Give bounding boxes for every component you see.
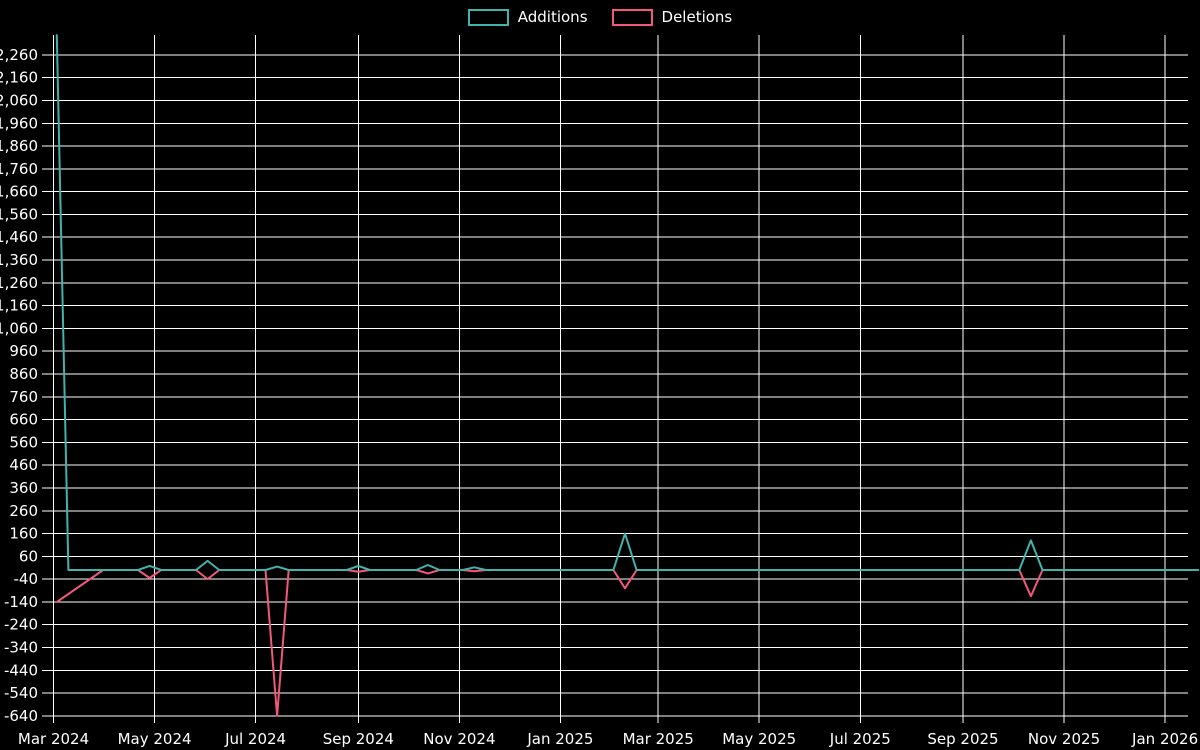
x-tick-label: Jan 2026 — [1131, 730, 1198, 748]
y-tick-label: -140 — [4, 593, 38, 611]
y-tick-label: 960 — [9, 342, 38, 360]
y-tick-label: -440 — [4, 661, 38, 679]
y-tick-label: 860 — [9, 365, 38, 383]
y-tick-label: 1,760 — [0, 160, 38, 178]
x-tick-label: Jul 2025 — [829, 730, 891, 748]
legend-label-additions: Additions — [517, 8, 588, 26]
y-tick-label: -340 — [4, 639, 38, 657]
x-tick-label: Mar 2024 — [18, 730, 89, 748]
y-tick-label: 60 — [19, 547, 38, 565]
y-tick-label: 1,860 — [0, 137, 38, 155]
y-tick-label: 260 — [9, 502, 38, 520]
y-tick-label: 1,460 — [0, 228, 38, 246]
y-tick-label: -540 — [4, 684, 38, 702]
x-tick-label: May 2024 — [118, 730, 192, 748]
y-tick-label: -240 — [4, 616, 38, 634]
additions-swatch-icon — [467, 8, 509, 26]
y-tick-label: 1,560 — [0, 206, 38, 224]
deletions-swatch-icon — [611, 8, 653, 26]
y-tick-label: 1,660 — [0, 183, 38, 201]
additions-line[interactable] — [55, 34, 1200, 571]
y-tick-label: 2,260 — [0, 46, 38, 64]
y-tick-label: 560 — [9, 433, 38, 451]
y-tick-label: 660 — [9, 411, 38, 429]
x-tick-label: Sep 2025 — [927, 730, 998, 748]
deletions-line[interactable] — [55, 569, 1200, 717]
y-tick-label: 2,160 — [0, 69, 38, 87]
legend: Additions Deletions — [0, 8, 1200, 26]
y-tick-label: 1,060 — [0, 319, 38, 337]
legend-item-additions[interactable]: Additions — [467, 8, 588, 26]
x-tick-label: Nov 2024 — [423, 730, 495, 748]
legend-label-deletions: Deletions — [661, 8, 733, 26]
x-tick-label: Mar 2025 — [623, 730, 694, 748]
y-tick-label: 1,260 — [0, 274, 38, 292]
y-tick-label: 160 — [9, 525, 38, 543]
y-tick-label: 1,360 — [0, 251, 38, 269]
x-tick-label: Nov 2025 — [1028, 730, 1100, 748]
x-tick-label: Jan 2025 — [526, 730, 593, 748]
y-tick-label: -640 — [4, 707, 38, 725]
y-tick-label: 360 — [9, 479, 38, 497]
y-tick-label: 460 — [9, 456, 38, 474]
y-tick-label: 1,160 — [0, 297, 38, 315]
y-tick-label: 1,960 — [0, 114, 38, 132]
y-tick-label: 2,060 — [0, 92, 38, 110]
x-tick-label: May 2025 — [722, 730, 796, 748]
y-tick-label: 760 — [9, 388, 38, 406]
legend-item-deletions[interactable]: Deletions — [611, 8, 733, 26]
x-tick-label: Jul 2024 — [224, 730, 286, 748]
x-tick-label: Sep 2024 — [323, 730, 394, 748]
y-tick-label: -40 — [14, 570, 39, 588]
